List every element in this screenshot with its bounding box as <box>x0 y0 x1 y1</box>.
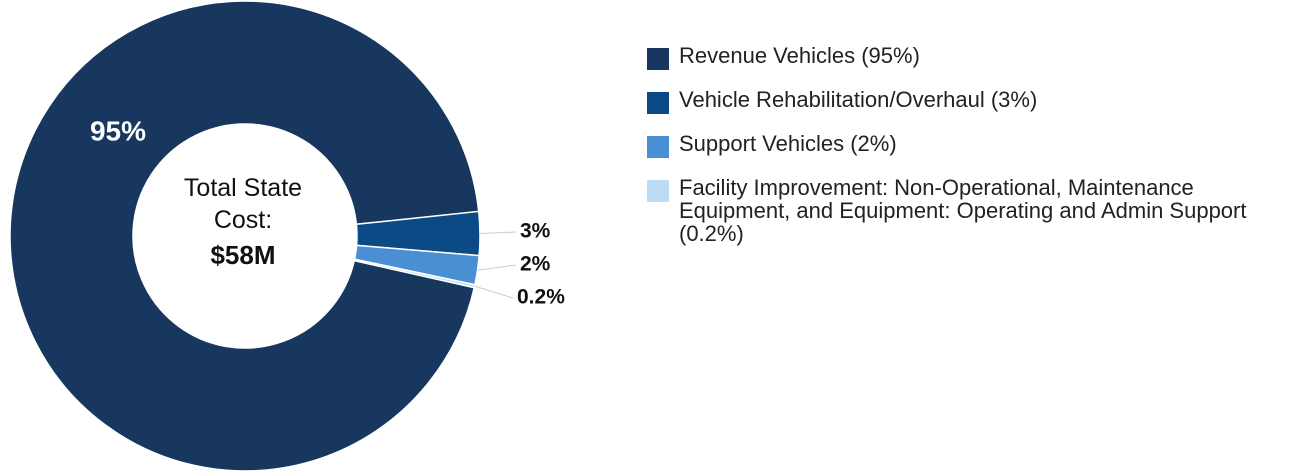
legend-item: Revenue Vehicles (95%) <box>647 44 1287 70</box>
legend-swatch <box>647 92 669 114</box>
center-text: Total State Cost: $58M <box>158 172 328 271</box>
value-label: 2% <box>520 253 551 276</box>
legend-label: Support Vehicles (2%) <box>679 131 897 156</box>
legend: Revenue Vehicles (95%) Vehicle Rehabilita… <box>647 44 1287 263</box>
leader-line <box>477 264 517 271</box>
center-value: $58M <box>210 240 276 270</box>
legend-swatch <box>647 48 669 70</box>
value-label: 0.2% <box>517 286 565 309</box>
legend-item: Support Vehicles (2%) <box>647 132 1287 158</box>
slice <box>353 258 476 289</box>
legend-label: Vehicle Rehabilitation/Overhaul (3%) <box>679 87 1038 112</box>
slice <box>9 0 480 471</box>
leader-line <box>479 231 517 234</box>
value-label: 95% <box>90 115 146 146</box>
donut: 95% 3% 2% 0.2% <box>9 0 565 471</box>
legend-item: Facility Improvement: Non-Operational, M… <box>647 176 1287 245</box>
legend-swatch <box>647 136 669 158</box>
legend-item: Vehicle Rehabilitation/Overhaul (3%) <box>647 88 1287 114</box>
value-label: 3% <box>520 220 551 243</box>
legend-label: Facility Improvement: Non-Operational, M… <box>679 175 1247 246</box>
center-label: Total State Cost: <box>183 174 303 234</box>
legend-swatch <box>647 180 669 202</box>
legend-label: Revenue Vehicles (95%) <box>679 43 920 68</box>
leader-line <box>474 285 514 299</box>
